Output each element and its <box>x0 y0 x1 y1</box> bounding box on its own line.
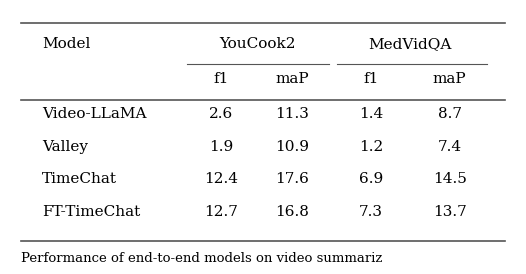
Text: Performance of end-to-end models on video summariz: Performance of end-to-end models on vide… <box>21 252 382 265</box>
Text: 14.5: 14.5 <box>433 172 467 187</box>
Text: f1: f1 <box>363 72 379 87</box>
Text: 6.9: 6.9 <box>359 172 383 187</box>
Text: 8.7: 8.7 <box>438 107 462 121</box>
Text: 1.4: 1.4 <box>359 107 383 121</box>
Text: f1: f1 <box>213 72 229 87</box>
Text: 1.2: 1.2 <box>359 139 383 154</box>
Text: TimeChat: TimeChat <box>42 172 117 187</box>
Text: YouCook2: YouCook2 <box>219 37 296 51</box>
Text: 12.4: 12.4 <box>204 172 238 187</box>
Text: 17.6: 17.6 <box>275 172 309 187</box>
Text: maP: maP <box>433 72 467 87</box>
Text: FT-TimeChat: FT-TimeChat <box>42 205 140 219</box>
Text: Model: Model <box>42 37 90 51</box>
Text: 16.8: 16.8 <box>275 205 309 219</box>
Text: 12.7: 12.7 <box>204 205 238 219</box>
Text: 13.7: 13.7 <box>433 205 467 219</box>
Text: 2.6: 2.6 <box>209 107 233 121</box>
Text: Video-LLaMA: Video-LLaMA <box>42 107 147 121</box>
Text: MedVidQA: MedVidQA <box>369 37 452 51</box>
Text: Valley: Valley <box>42 139 88 154</box>
Text: 1.9: 1.9 <box>209 139 233 154</box>
Text: 10.9: 10.9 <box>275 139 309 154</box>
Text: 7.4: 7.4 <box>438 139 462 154</box>
Text: maP: maP <box>275 72 309 87</box>
Text: 7.3: 7.3 <box>359 205 383 219</box>
Text: 11.3: 11.3 <box>275 107 309 121</box>
